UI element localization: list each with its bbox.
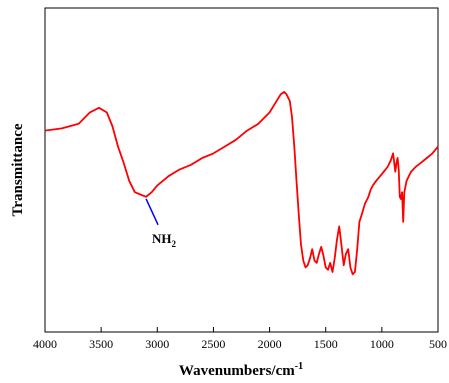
- spectrum-line: [44, 91, 439, 276]
- plot-frame: [44, 7, 439, 333]
- x-tick-label-2500: 2500: [201, 337, 225, 351]
- x-tick-label-1500: 1500: [314, 337, 338, 351]
- nh2-annotation-sub: 2: [172, 239, 177, 249]
- x-tick-label-3000: 3000: [145, 337, 169, 351]
- x-axis-ticks: [44, 327, 439, 332]
- x-axis-title-sup: -1: [295, 361, 303, 372]
- nh2-annotation-main: NH: [152, 231, 172, 246]
- x-tick-label-3500: 3500: [89, 337, 113, 351]
- x-tick-label-1000: 1000: [370, 337, 394, 351]
- nh2-annotation-label: NH2: [152, 231, 177, 249]
- y-axis-title: Transmittance: [10, 123, 26, 216]
- x-tick-label-500: 500: [429, 337, 447, 351]
- nh2-annotation-line: [145, 198, 159, 226]
- x-axis-title-main: Wavenumbers/cm: [179, 363, 295, 379]
- x-axis-title: Wavenumbers/cm-1: [179, 361, 303, 379]
- x-tick-label-4000: 4000: [33, 337, 57, 351]
- x-axis-tick-labels: 4000 3500 3000 2500 2000 1500 1000 500: [33, 337, 447, 351]
- x-tick-label-2000: 2000: [258, 337, 282, 351]
